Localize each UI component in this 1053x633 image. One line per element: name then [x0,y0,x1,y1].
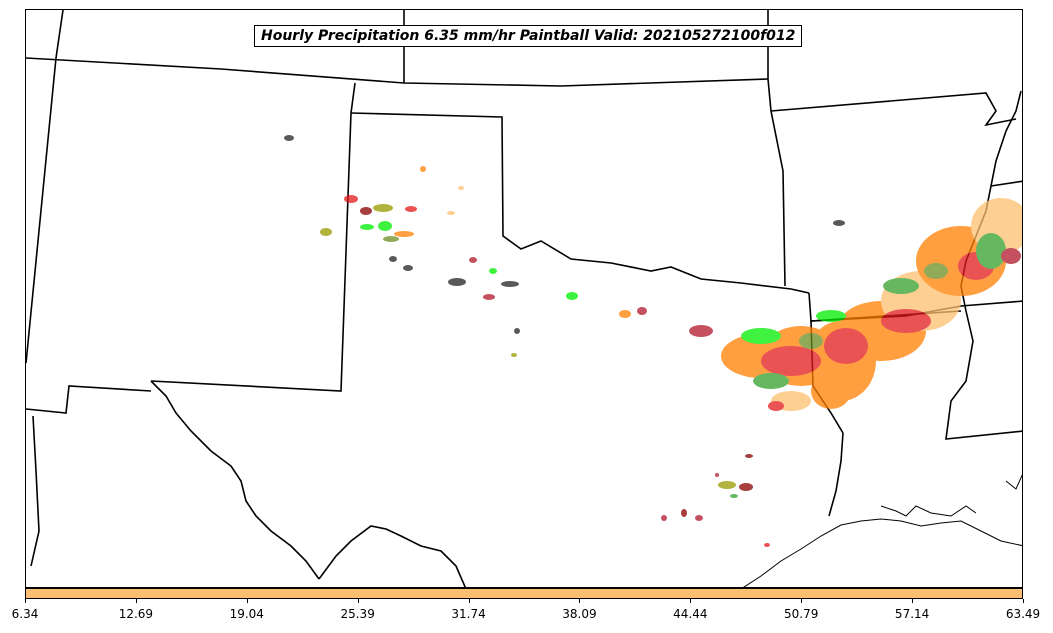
colorbar-tick-mark [1023,599,1024,603]
colorbar-tick-label: 6.34 [11,607,39,621]
precip-paintballs [284,135,1022,547]
colorbar-tick-label: 25.39 [340,607,375,621]
map-title: Hourly Precipitation 6.35 mm/hr Paintbal… [254,25,803,47]
colorbar-tick-label: 63.49 [1005,607,1041,621]
colorbar-tick-mark [468,599,470,603]
colorbar-tick-mark [357,599,359,603]
colorbar-tick-label: 12.69 [118,607,154,621]
map-panel: Hourly Precipitation 6.35 mm/hr Paintbal… [25,9,1023,588]
colorbar-tick-mark [579,599,581,603]
coastline [743,474,1022,587]
colorbar-tick-mark [801,599,803,603]
colorbar-tick-mark [246,599,248,603]
colorbar [25,588,1023,599]
state-boundaries [26,10,1022,587]
colorbar-tick-label: 31.74 [451,607,486,621]
colorbar-tick-label: 44.44 [673,607,708,621]
colorbar-tick-label: 38.09 [562,607,597,621]
colorbar-tick-mark [135,599,137,603]
colorbar-tick-label: 50.79 [784,607,819,621]
colorbar-tick-label: 57.14 [894,607,930,621]
colorbar-tick-mark [912,599,914,603]
colorbar-tick-label: 19.04 [229,607,264,621]
colorbar-tick-mark [25,599,26,603]
colorbar-tick-mark [690,599,692,603]
map-canvas [26,10,1022,587]
